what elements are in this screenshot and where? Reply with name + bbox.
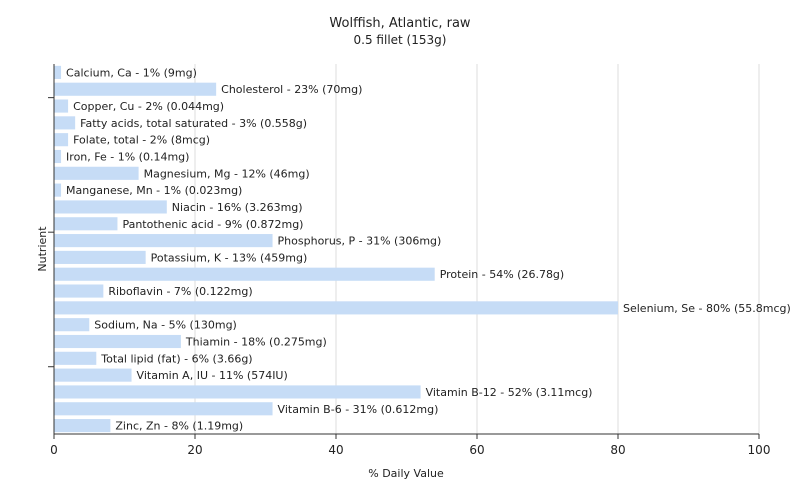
bar-label: Magnesium, Mg - 12% (46mg) <box>144 167 310 180</box>
bar <box>54 116 76 130</box>
bar-label: Vitamin B-12 - 52% (3.11mcg) <box>426 386 593 399</box>
bar-label: Vitamin A, IU - 11% (574IU) <box>137 369 288 382</box>
x-axis-label: % Daily Value <box>368 467 444 480</box>
bar-label: Selenium, Se - 80% (55.8mcg) <box>623 302 791 315</box>
bar <box>54 284 104 298</box>
bar <box>54 368 132 382</box>
x-tick-label: 20 <box>187 443 202 457</box>
bar <box>54 183 62 197</box>
bar <box>54 166 139 180</box>
chart-title: Wolffish, Atlantic, raw <box>329 16 471 31</box>
x-tick-label: 40 <box>328 443 343 457</box>
bar-label: Vitamin B-6 - 31% (0.612mg) <box>278 403 439 416</box>
x-tick-label: 0 <box>50 443 58 457</box>
bar <box>54 65 62 79</box>
bar-label: Thiamin - 18% (0.275mg) <box>185 336 327 349</box>
y-axis-label: Nutrient <box>36 226 49 272</box>
x-tick-label: 100 <box>748 443 771 457</box>
bar-label: Potassium, K - 13% (459mg) <box>151 251 308 264</box>
bar <box>54 99 69 113</box>
bar <box>54 301 618 315</box>
bar-label: Pantothenic acid - 9% (0.872mg) <box>122 218 303 231</box>
bar-label: Iron, Fe - 1% (0.14mg) <box>66 151 189 164</box>
bar <box>54 250 146 264</box>
x-tick-label: 60 <box>469 443 484 457</box>
bar <box>54 402 273 416</box>
bar <box>54 82 217 96</box>
bar-label: Fatty acids, total saturated - 3% (0.558… <box>80 117 307 130</box>
bar-label: Copper, Cu - 2% (0.044mg) <box>73 100 224 113</box>
bar-label: Total lipid (fat) - 6% (3.66g) <box>100 352 252 365</box>
bar-label: Riboflavin - 7% (0.122mg) <box>108 285 252 298</box>
bar-label: Folate, total - 2% (8mcg) <box>73 134 210 147</box>
bars: Calcium, Ca - 1% (9mg) Cholesterol - 23% … <box>54 65 791 433</box>
bar <box>54 351 97 365</box>
bar-label: Cholesterol - 23% (70mg) <box>221 83 362 96</box>
bar <box>54 217 118 231</box>
bar <box>54 200 167 214</box>
x-tick-label: 80 <box>610 443 625 457</box>
bar-label: Calcium, Ca - 1% (9mg) <box>66 66 197 79</box>
chart-subtitle: 0.5 fillet (153g) <box>354 33 447 47</box>
bar <box>54 318 90 332</box>
bar <box>54 334 181 349</box>
bar <box>54 419 111 433</box>
bar-label: Manganese, Mn - 1% (0.023mg) <box>66 184 242 197</box>
bar <box>54 385 421 399</box>
bar <box>54 133 69 147</box>
bar-label: Niacin - 16% (3.263mg) <box>172 201 303 214</box>
bar <box>54 267 435 281</box>
bar-label: Sodium, Na - 5% (130mg) <box>94 319 237 332</box>
bar-label: Phosphorus, P - 31% (306mg) <box>278 235 442 248</box>
gridlines <box>194 64 760 434</box>
bar <box>54 149 62 164</box>
bar <box>54 234 273 248</box>
bar-label: Protein - 54% (26.78g) <box>440 268 565 281</box>
bar-label: Zinc, Zn - 8% (1.19mg) <box>115 420 243 433</box>
axes: 0 20 40 60 80 100 <box>48 64 770 457</box>
